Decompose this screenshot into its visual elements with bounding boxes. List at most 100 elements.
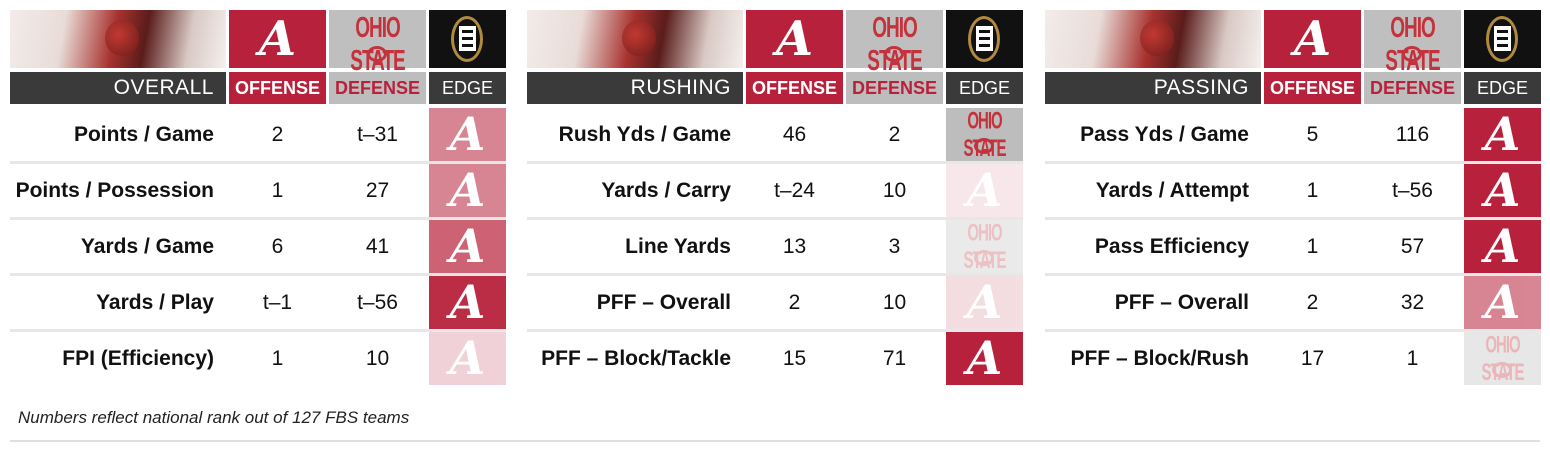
defense-rank: 27 xyxy=(365,179,390,202)
cfp-logo xyxy=(946,10,1023,68)
edge-alabama-icon: A xyxy=(429,332,506,385)
offense-rank: 1 xyxy=(271,347,284,370)
cfp-logo xyxy=(429,10,506,68)
panel-rushing: A OHIO STATE RUSHING OFFENSE DEFENSE EDGE Rush… xyxy=(527,10,1023,388)
player-photo xyxy=(527,10,743,68)
logo-strip: A OHIO STATE xyxy=(10,10,506,78)
edge-alabama-icon: A xyxy=(429,108,506,161)
section-title: OVERALL xyxy=(10,72,226,104)
edge-alabama-icon: A xyxy=(946,276,1023,329)
defense-rank: 10 xyxy=(365,347,390,370)
offense-header: OFFENSE xyxy=(746,72,843,104)
edge-alabama-icon: A xyxy=(1464,164,1541,217)
defense-header: DEFENSE xyxy=(1364,72,1461,104)
defense-rank: t–56 xyxy=(1392,179,1433,202)
stat-label: Line Yards xyxy=(625,235,731,258)
stat-row: PFF – Overall 2 10 A xyxy=(527,276,1023,332)
offense-rank: 1 xyxy=(1306,179,1319,202)
stat-row: PFF – Block/Tackle 15 71 A xyxy=(527,332,1023,388)
defense-rank: 1 xyxy=(1406,347,1419,370)
alabama-logo: A xyxy=(746,10,843,68)
edge-alabama-icon: A xyxy=(429,276,506,329)
stat-label: PFF – Block/Rush xyxy=(1070,347,1249,370)
logo-strip: A OHIO STATE xyxy=(1045,10,1541,78)
alabama-logo: A xyxy=(229,10,326,68)
stat-label: Yards / Carry xyxy=(601,179,731,202)
defense-rank: 2 xyxy=(888,123,901,146)
stat-label: Pass Yds / Game xyxy=(1080,123,1249,146)
offense-rank: 2 xyxy=(271,123,284,146)
edge-alabama-icon: A xyxy=(1464,220,1541,273)
offense-rank: 2 xyxy=(788,291,801,314)
cfp-logo xyxy=(1464,10,1541,68)
edge-header: EDGE xyxy=(946,72,1023,104)
stat-row: Pass Yds / Game 5 116 A xyxy=(1045,108,1541,164)
ohio-state-logo: OHIO STATE xyxy=(329,10,426,78)
edge-header: EDGE xyxy=(429,72,506,104)
offense-rank: 13 xyxy=(782,235,807,258)
defense-rank: 32 xyxy=(1400,291,1425,314)
stat-row: Yards / Carry t–24 10 A xyxy=(527,164,1023,220)
section-title: RUSHING xyxy=(527,72,743,104)
defense-rank: 116 xyxy=(1395,123,1430,146)
offense-rank: 17 xyxy=(1300,347,1325,370)
ohio-state-logo: OHIO STATE xyxy=(1364,10,1461,78)
player-photo xyxy=(1045,10,1261,68)
footnote: Numbers reflect national rank out of 127… xyxy=(18,408,410,427)
stat-row: PFF – Overall 2 32 A xyxy=(1045,276,1541,332)
stat-row: PFF – Block/Rush 17 1 OHIO STATE xyxy=(1045,332,1541,388)
stat-row: Yards / Attempt 1 t–56 A xyxy=(1045,164,1541,220)
stat-row: FPI (Efficiency) 1 10 A xyxy=(10,332,506,388)
section-title: PASSING xyxy=(1045,72,1261,104)
stat-label: Yards / Play xyxy=(96,291,214,314)
defense-rank: 71 xyxy=(882,347,907,370)
stat-row: Points / Game 2 t–31 A xyxy=(10,108,506,164)
ohio-state-logo: OHIO STATE xyxy=(846,10,943,78)
edge-alabama-icon: A xyxy=(1464,276,1541,329)
stat-label: PFF – Overall xyxy=(1114,291,1249,314)
offense-header: OFFENSE xyxy=(1264,72,1361,104)
edge-header: EDGE xyxy=(1464,72,1541,104)
stat-row: Yards / Play t–1 t–56 A xyxy=(10,276,506,332)
edge-alabama-icon: A xyxy=(1464,108,1541,161)
edge-alabama-icon: A xyxy=(429,164,506,217)
logo-strip: A OHIO STATE xyxy=(527,10,1023,78)
edge-ohio-state-icon: OHIO STATE xyxy=(946,220,1023,274)
defense-rank: 3 xyxy=(888,235,901,258)
offense-rank: 6 xyxy=(271,235,284,258)
stat-row: Points / Possession 1 27 A xyxy=(10,164,506,220)
edge-alabama-icon: A xyxy=(946,164,1023,217)
stat-label: Rush Yds / Game xyxy=(558,123,731,146)
alabama-logo: A xyxy=(1264,10,1361,68)
edge-ohio-state-icon: OHIO STATE xyxy=(1464,332,1541,386)
stat-label: Yards / Game xyxy=(80,235,214,258)
panel-passing: A OHIO STATE PASSING OFFENSE DEFENSE EDGE Pass… xyxy=(1045,10,1541,388)
offense-rank: 5 xyxy=(1306,123,1319,146)
panel-overall: A OHIO STATE OVERALL OFFENSE DEFENSE EDGE Poin… xyxy=(10,10,506,388)
edge-alabama-icon: A xyxy=(429,220,506,273)
offense-header: OFFENSE xyxy=(229,72,326,104)
defense-rank: 41 xyxy=(365,235,390,258)
stat-row: Line Yards 13 3 OHIO STATE xyxy=(527,220,1023,276)
column-header: PASSING OFFENSE DEFENSE EDGE xyxy=(1045,72,1541,104)
offense-rank: t–1 xyxy=(262,291,293,314)
offense-rank: 15 xyxy=(782,347,807,370)
column-header: RUSHING OFFENSE DEFENSE EDGE xyxy=(527,72,1023,104)
stat-label: PFF – Block/Tackle xyxy=(541,347,731,370)
column-header: OVERALL OFFENSE DEFENSE EDGE xyxy=(10,72,506,104)
stat-row: Pass Efficiency 1 57 A xyxy=(1045,220,1541,276)
stat-label: PFF – Overall xyxy=(596,291,731,314)
stat-label: Yards / Attempt xyxy=(1095,179,1249,202)
defense-rank: 10 xyxy=(882,291,907,314)
defense-rank: 57 xyxy=(1400,235,1425,258)
defense-rank: t–31 xyxy=(357,123,398,146)
offense-rank: 2 xyxy=(1306,291,1319,314)
stat-label: Pass Efficiency xyxy=(1094,235,1249,258)
defense-header: DEFENSE xyxy=(846,72,943,104)
offense-rank: 1 xyxy=(1306,235,1319,258)
offense-rank: t–24 xyxy=(774,179,815,202)
defense-rank: t–56 xyxy=(357,291,398,314)
footer-divider xyxy=(10,440,1540,442)
edge-alabama-icon: A xyxy=(946,332,1023,385)
player-photo xyxy=(10,10,226,68)
